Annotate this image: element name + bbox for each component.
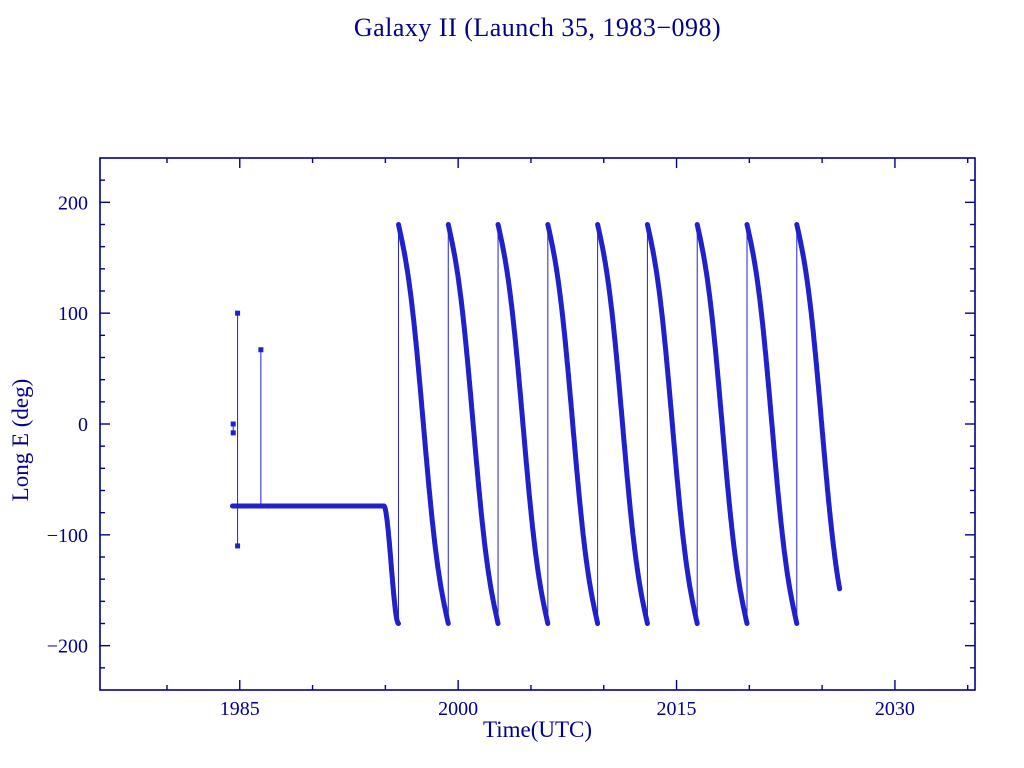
x-axis-title: Time(UTC) <box>482 717 593 742</box>
data-point <box>230 421 236 427</box>
drift-curve <box>694 222 750 626</box>
x-tick-label: 1985 <box>220 698 260 720</box>
drift-curve <box>381 503 401 626</box>
chart-title: Galaxy II (Launch 35, 1983−098) <box>353 13 722 42</box>
y-tick-label: −200 <box>47 636 88 658</box>
drift-curve <box>545 222 601 626</box>
drift-curve <box>595 222 650 626</box>
y-tick-label: 100 <box>58 303 88 325</box>
drift-curve <box>495 222 551 626</box>
data-point <box>230 430 236 436</box>
data-point <box>258 347 264 353</box>
drift-curve <box>744 222 800 626</box>
drift-curve <box>445 222 501 626</box>
y-tick-label: −100 <box>47 525 88 547</box>
drift-curve <box>396 222 451 626</box>
data-point <box>235 310 241 316</box>
data-point <box>235 543 241 549</box>
x-tick-label: 2030 <box>875 698 915 720</box>
y-tick-label: 0 <box>78 414 88 436</box>
drift-curve <box>794 222 843 592</box>
y-axis-title: Long E (deg) <box>8 378 33 502</box>
drift-curve <box>644 222 700 626</box>
y-tick-label: 200 <box>58 192 88 214</box>
x-tick-label: 2015 <box>657 698 697 720</box>
x-tick-label: 2000 <box>438 698 478 720</box>
